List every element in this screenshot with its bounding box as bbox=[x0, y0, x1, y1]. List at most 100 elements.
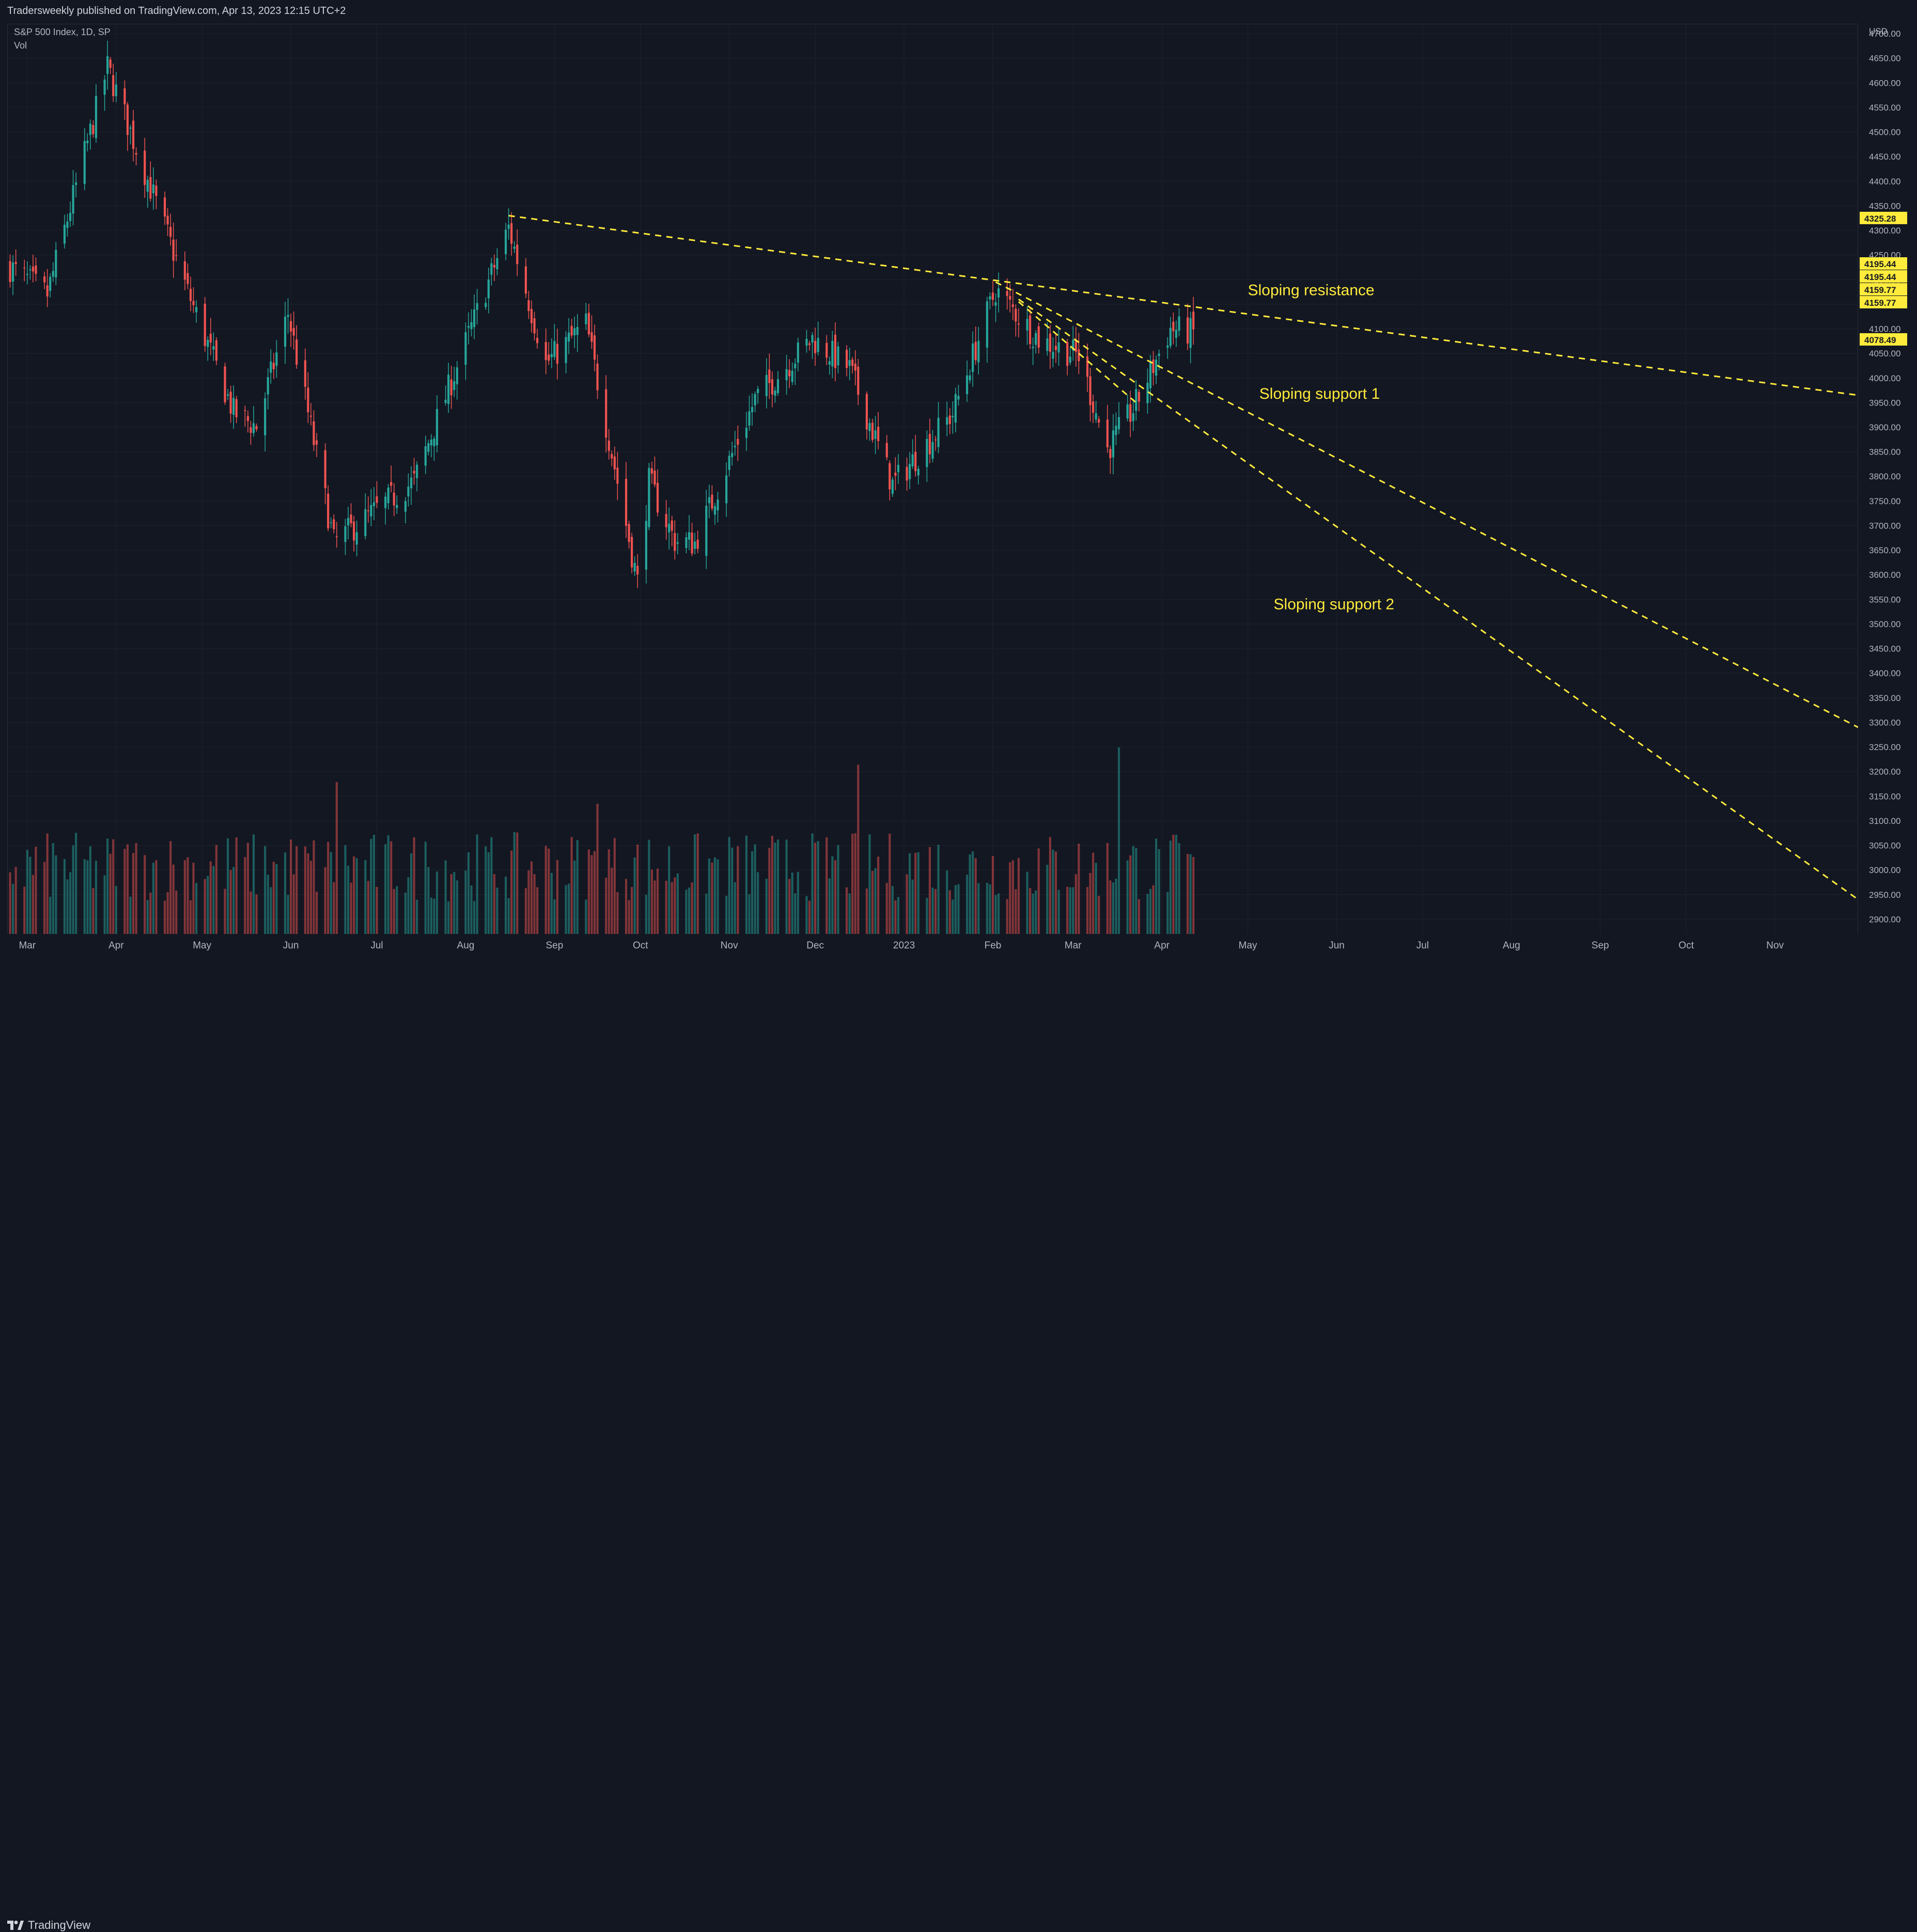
volume-bar bbox=[948, 890, 951, 934]
annotation-3: Sloping support 2 bbox=[1274, 596, 1395, 613]
volume-bar bbox=[1172, 834, 1175, 934]
volume-bar bbox=[957, 884, 960, 934]
volume-bar bbox=[725, 896, 728, 934]
price-tick-label: 4300.00 bbox=[1869, 226, 1900, 236]
volume-bar bbox=[195, 883, 198, 934]
candle-body bbox=[1175, 330, 1178, 338]
volume-bar bbox=[785, 839, 788, 934]
volume-bar bbox=[969, 854, 971, 934]
time-tick-label: 2023 bbox=[893, 940, 915, 951]
volume-bar bbox=[605, 878, 607, 934]
volume-bar bbox=[1035, 890, 1037, 934]
volume-bar bbox=[556, 860, 558, 934]
volume-bar bbox=[972, 851, 974, 934]
price-label-box bbox=[1860, 283, 1907, 295]
volume-bar bbox=[1074, 874, 1077, 934]
candle-body bbox=[674, 533, 676, 551]
volume-bar bbox=[1072, 887, 1074, 934]
candle-body bbox=[877, 427, 880, 441]
volume-bar bbox=[246, 843, 249, 934]
candle-body bbox=[335, 536, 338, 537]
volume-bar bbox=[1158, 849, 1160, 934]
volume-bar bbox=[711, 862, 713, 934]
candle-body bbox=[1192, 311, 1195, 330]
tradingview-logo[interactable]: TradingView bbox=[7, 1919, 90, 1932]
candlestick-chart[interactable]: Sloping resistance Sloping support 1 Slopi… bbox=[0, 0, 1917, 983]
time-tick-label: Aug bbox=[457, 940, 475, 951]
volume-bar bbox=[1089, 872, 1092, 934]
candle-body bbox=[716, 499, 719, 510]
volume-bar bbox=[132, 853, 135, 934]
candle-body bbox=[989, 296, 991, 300]
volume-bar bbox=[854, 833, 856, 934]
volume-bar bbox=[788, 879, 791, 934]
price-tick-label: 2900.00 bbox=[1869, 914, 1900, 924]
candle-body bbox=[424, 446, 427, 466]
volume-bar bbox=[1009, 862, 1011, 934]
volume-bar bbox=[467, 852, 470, 934]
candle-body bbox=[931, 442, 934, 459]
volume-bar bbox=[1187, 854, 1189, 934]
candle-body bbox=[751, 407, 754, 412]
candle-body bbox=[505, 229, 507, 254]
volume-bar bbox=[376, 886, 378, 934]
volume-bar bbox=[928, 847, 931, 934]
candle-body bbox=[636, 566, 639, 575]
candle-body bbox=[685, 537, 688, 548]
candle-body bbox=[390, 482, 393, 486]
volume-bar bbox=[885, 883, 888, 934]
candle-body bbox=[353, 521, 355, 541]
volume-bar bbox=[1057, 890, 1060, 934]
price-label-box bbox=[1860, 270, 1907, 283]
candle-body bbox=[837, 346, 839, 366]
candle-body bbox=[55, 250, 57, 278]
volume-bar bbox=[207, 876, 209, 934]
volume-legend[interactable]: Vol bbox=[14, 40, 27, 51]
volume-bar bbox=[1106, 843, 1109, 934]
candle-body bbox=[290, 321, 292, 332]
candle-body bbox=[413, 471, 415, 474]
candle-body bbox=[396, 505, 398, 508]
time-tick-label: Oct bbox=[633, 940, 648, 951]
volume-bar bbox=[370, 838, 372, 934]
candle-body bbox=[897, 464, 900, 473]
candle-body bbox=[295, 339, 298, 365]
candle-body bbox=[453, 381, 456, 390]
symbol-legend[interactable]: S&P 500 Index, 1D, SP bbox=[14, 27, 111, 37]
volume-bar bbox=[613, 838, 616, 934]
candle-body bbox=[1166, 345, 1169, 348]
candle-body bbox=[212, 346, 215, 350]
price-tick-label: 3700.00 bbox=[1869, 521, 1900, 531]
price-tick-label: 3850.00 bbox=[1869, 447, 1900, 457]
volume-bar bbox=[633, 857, 636, 934]
price-tick-label: 3400.00 bbox=[1869, 668, 1900, 678]
volume-bar bbox=[1178, 843, 1180, 934]
volume-bar bbox=[668, 846, 671, 934]
volume-bar bbox=[871, 870, 874, 934]
volume-bar bbox=[656, 868, 659, 934]
tradingview-logo-icon bbox=[7, 1921, 24, 1930]
candle-body bbox=[1189, 318, 1192, 348]
volume-bar bbox=[1117, 747, 1120, 934]
candle-body bbox=[1069, 356, 1071, 363]
volume-bar bbox=[946, 870, 948, 934]
candle-body bbox=[327, 493, 330, 528]
candle-body bbox=[1011, 304, 1014, 307]
volume-bar bbox=[553, 899, 556, 934]
volume-bar bbox=[676, 873, 679, 934]
candle-body bbox=[43, 276, 46, 283]
candle-body bbox=[1066, 342, 1069, 366]
price-tick-label: 3100.00 bbox=[1869, 816, 1900, 826]
time-tick-label: Mar bbox=[19, 940, 36, 951]
candle-body bbox=[625, 478, 628, 526]
candle-body bbox=[530, 309, 533, 323]
candle-body bbox=[713, 506, 716, 515]
volume-bar bbox=[914, 852, 917, 934]
candle-body bbox=[536, 337, 539, 344]
volume-bar bbox=[889, 833, 891, 934]
volume-bar bbox=[129, 896, 132, 934]
candle-body bbox=[204, 304, 206, 346]
volume-bar bbox=[186, 857, 189, 934]
price-tick-label: 3450.00 bbox=[1869, 644, 1900, 654]
volume-bar bbox=[954, 885, 957, 934]
